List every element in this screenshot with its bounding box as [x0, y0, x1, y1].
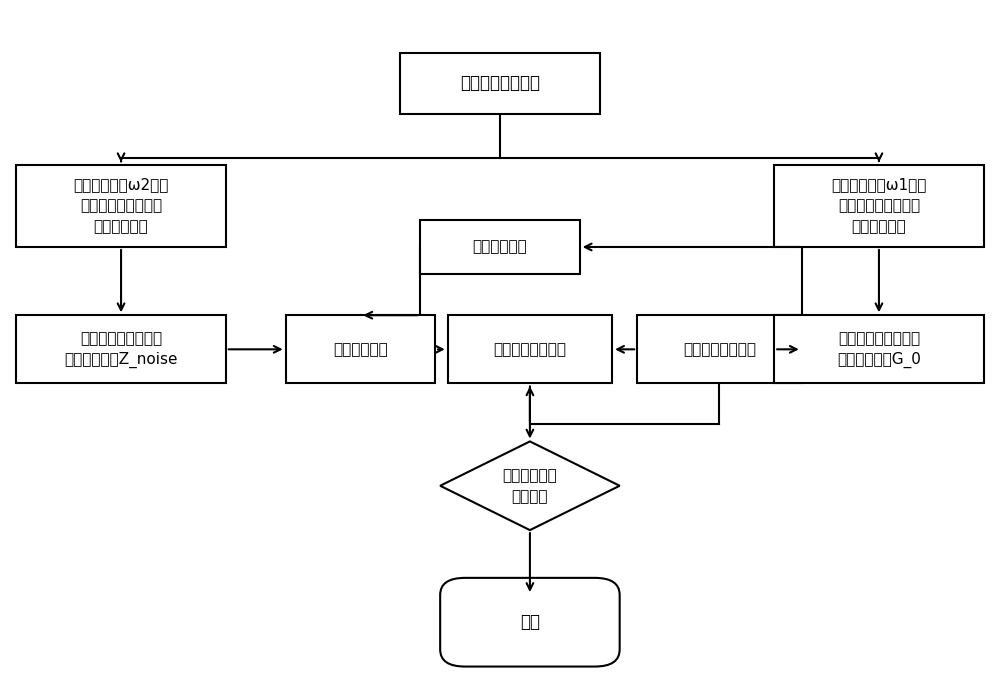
FancyBboxPatch shape	[400, 53, 600, 114]
Text: 获取训练频率ω2信号
下的电容耦合电阻抗
原始成像数据: 获取训练频率ω2信号 下的电容耦合电阻抗 原始成像数据	[73, 177, 169, 234]
FancyBboxPatch shape	[16, 315, 226, 384]
Text: 求解目标损失函数: 求解目标损失函数	[683, 342, 756, 357]
FancyBboxPatch shape	[774, 315, 984, 384]
Text: 结束: 结束	[520, 613, 540, 631]
Text: 深度神经网络: 深度神经网络	[333, 342, 388, 357]
FancyBboxPatch shape	[637, 315, 802, 384]
FancyBboxPatch shape	[16, 165, 226, 247]
FancyBboxPatch shape	[448, 315, 612, 384]
Text: 更新网络参数: 更新网络参数	[473, 240, 527, 255]
FancyBboxPatch shape	[420, 220, 580, 274]
Polygon shape	[440, 441, 620, 530]
Text: 是否达到停止
迭代条件: 是否达到停止 迭代条件	[503, 468, 557, 503]
Text: 建立系统响应矩阵: 建立系统响应矩阵	[460, 74, 540, 92]
FancyBboxPatch shape	[440, 578, 620, 667]
Text: 获取初始含噪声的二
维反投影图像G_0: 获取初始含噪声的二 维反投影图像G_0	[837, 331, 921, 368]
Text: 获取初始含噪声的二
维反投影图像Z_noise: 获取初始含噪声的二 维反投影图像Z_noise	[64, 331, 178, 368]
FancyBboxPatch shape	[774, 165, 984, 247]
Text: 获取特定频率ω1信号
下的电容耦合电阻抗
原始成像数据: 获取特定频率ω1信号 下的电容耦合电阻抗 原始成像数据	[831, 177, 927, 234]
FancyBboxPatch shape	[286, 315, 435, 384]
Text: 生成网络预测图像: 生成网络预测图像	[493, 342, 566, 357]
